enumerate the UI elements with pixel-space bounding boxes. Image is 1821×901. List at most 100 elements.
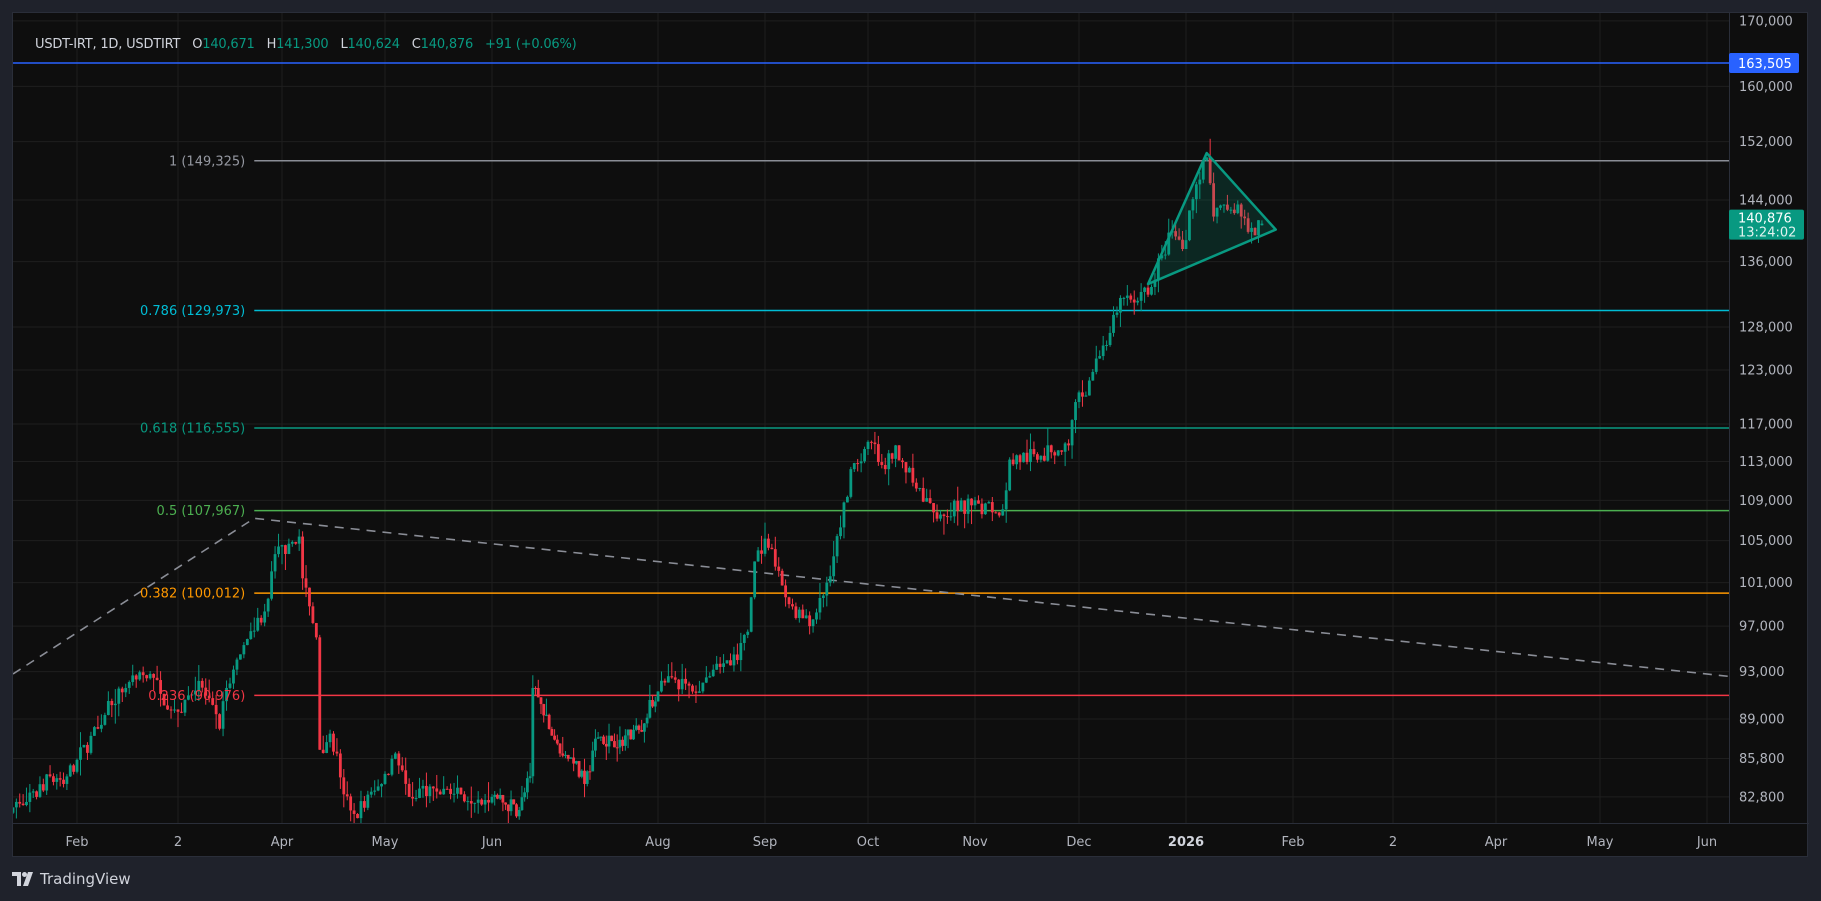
candle <box>653 696 657 713</box>
candle-body <box>214 704 218 715</box>
candle-body <box>1074 402 1077 421</box>
candle-body <box>490 796 494 803</box>
candle <box>602 734 605 745</box>
candle <box>332 731 335 756</box>
candle-body <box>99 724 103 729</box>
candle-body <box>356 813 359 819</box>
candle <box>997 512 1001 518</box>
open-label: O <box>192 37 203 52</box>
candle-body <box>561 753 565 756</box>
candle-body <box>1246 218 1250 232</box>
candle <box>564 751 567 759</box>
candle <box>887 449 891 486</box>
candle-body <box>698 691 701 693</box>
candle <box>914 478 918 492</box>
candle-body <box>852 463 856 470</box>
candle <box>970 498 973 525</box>
candle-body <box>756 550 760 562</box>
candle-body <box>687 683 691 686</box>
candle <box>1087 377 1091 396</box>
tradingview-logo[interactable]: TradingView <box>12 870 131 888</box>
candle-body <box>1129 295 1133 300</box>
close-label: C <box>411 37 421 52</box>
candle <box>574 760 578 765</box>
candle-body <box>421 785 425 789</box>
candle <box>753 561 757 600</box>
candle-body <box>787 597 791 605</box>
candle-body <box>791 604 794 607</box>
candle <box>984 502 987 515</box>
candle-body <box>870 441 873 443</box>
candle-body <box>1049 445 1053 453</box>
candle <box>561 736 565 758</box>
candle <box>890 452 894 464</box>
candle-body <box>763 538 767 554</box>
candle <box>404 757 408 795</box>
candle <box>308 587 311 616</box>
candle <box>1243 209 1247 226</box>
candle <box>883 457 887 475</box>
candle-body <box>1067 443 1070 446</box>
candle-body <box>708 676 712 678</box>
candle <box>704 666 708 684</box>
candle <box>445 786 449 790</box>
candle-body <box>55 778 59 782</box>
symbol-title[interactable]: USDT-IRT, 1D, USDTIRT <box>35 37 181 52</box>
candle <box>442 776 446 795</box>
candle-body <box>585 771 589 784</box>
horizontal-line-price-badge <box>1729 52 1799 73</box>
candle-body <box>68 765 72 777</box>
candle-body <box>666 676 670 683</box>
candle <box>1001 504 1005 516</box>
candle-body <box>1257 220 1260 236</box>
low-value: 140,624 <box>347 37 400 52</box>
logo-text: TradingView <box>40 870 131 888</box>
candle-body <box>41 784 45 791</box>
fib-level-label: 0.618 (116,555) <box>140 422 245 437</box>
high-value: 141,300 <box>276 37 329 52</box>
candle-body <box>1139 291 1143 301</box>
candle <box>166 694 169 710</box>
candle <box>287 538 291 555</box>
time-axis[interactable]: Feb 2 Apr May Jun Aug Sep Oct Nov Dec 2026 Feb 2 Apr M… <box>65 835 1717 850</box>
candle-body <box>1108 332 1112 345</box>
candle <box>304 565 308 598</box>
price-chart[interactable]: 1 (149,325) 0.786 (129,973) 0.618 (116,555… <box>13 13 1809 858</box>
candle <box>228 677 232 690</box>
candle <box>684 668 688 690</box>
candle <box>1191 197 1195 219</box>
low-label: L <box>340 37 348 52</box>
candle-body <box>359 801 363 819</box>
candle-body <box>760 550 763 554</box>
candle <box>89 731 93 755</box>
candle-body <box>342 777 346 795</box>
candle-body <box>1070 420 1074 446</box>
candle-body <box>746 631 750 635</box>
candle-body <box>580 770 584 777</box>
candle-body <box>1063 443 1067 452</box>
candle-body <box>980 503 984 515</box>
candle <box>58 771 62 787</box>
candle <box>1253 227 1257 236</box>
candle <box>476 791 480 814</box>
candle <box>708 672 712 678</box>
candle-body <box>113 703 117 706</box>
candle-body <box>65 776 69 784</box>
candle <box>106 691 110 716</box>
price-axis[interactable]: 170,000 160,000 152,000 144,000 136,000 128,0… <box>1729 14 1804 805</box>
candle <box>956 486 960 526</box>
candle-body <box>846 496 849 503</box>
chart-panel[interactable]: 1 (149,325) 0.786 (129,973) 0.618 (116,555… <box>12 12 1809 858</box>
candle-body <box>418 788 421 798</box>
candle-body <box>349 796 353 811</box>
candle <box>483 793 487 813</box>
candle <box>335 738 339 757</box>
candle <box>383 771 387 785</box>
candle-body <box>825 582 829 596</box>
candle-body <box>48 774 52 777</box>
candle <box>1091 369 1095 381</box>
candle-body <box>256 617 260 631</box>
candle-body <box>629 729 633 740</box>
candle <box>359 790 363 823</box>
candle-body <box>1163 254 1167 256</box>
